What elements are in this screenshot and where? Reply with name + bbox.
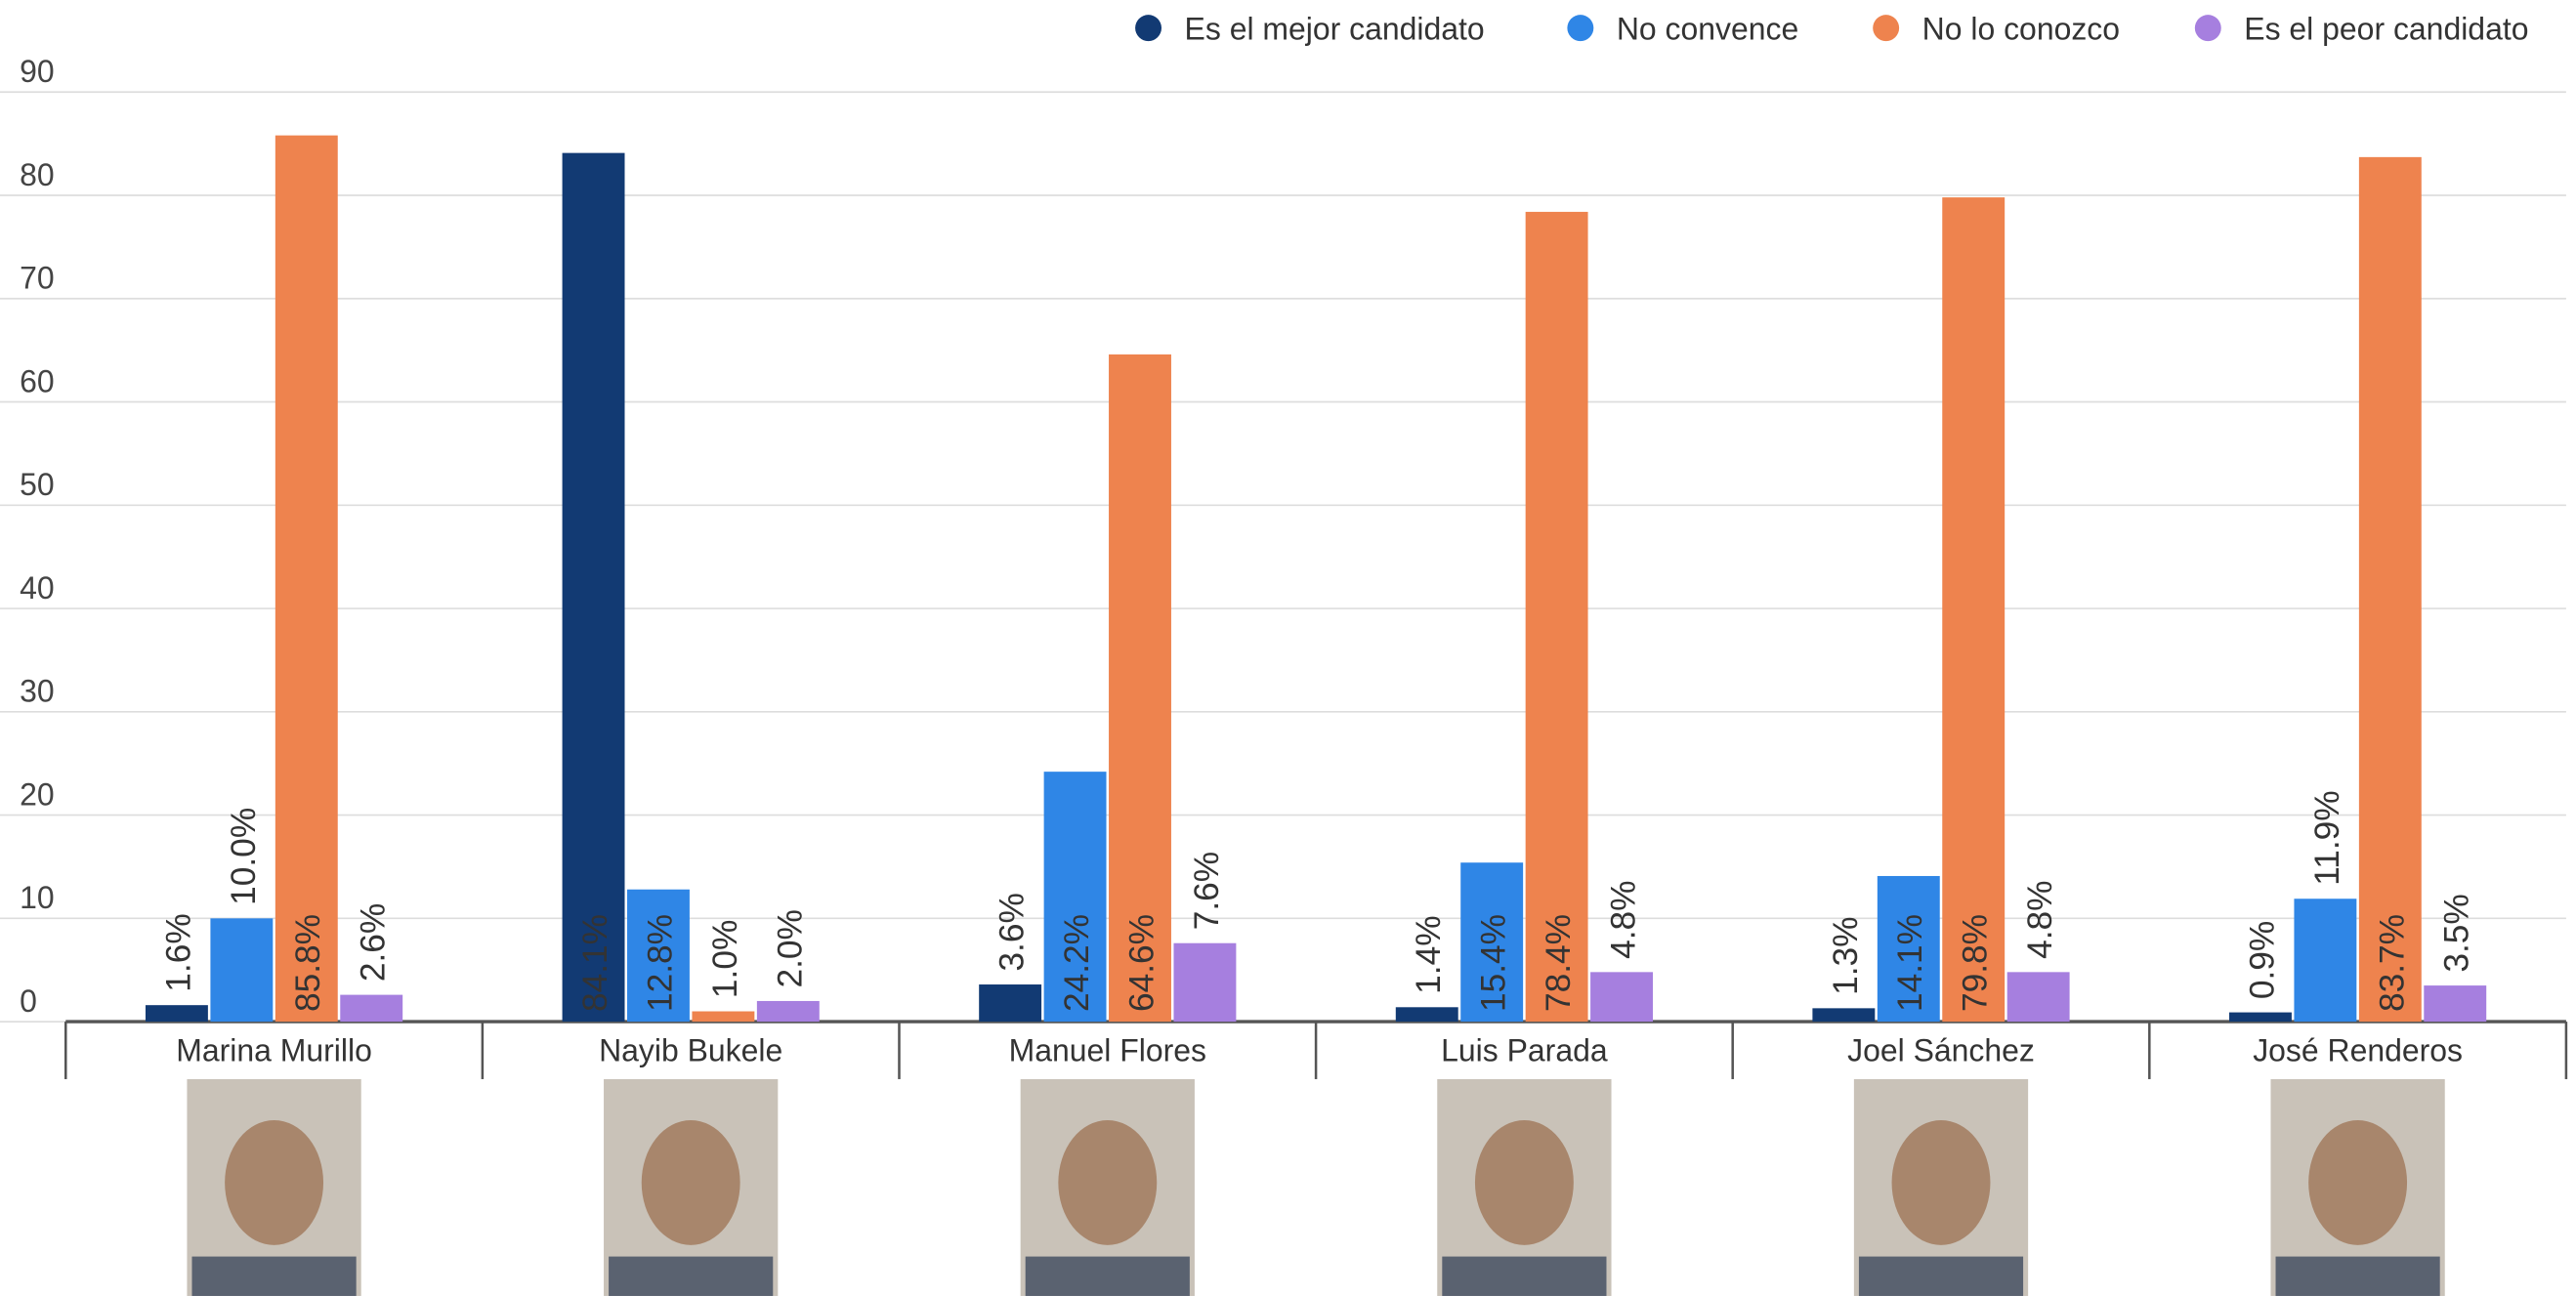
value-label: 3.6% bbox=[993, 893, 1032, 971]
y-tick-label: 10 bbox=[20, 880, 55, 915]
value-label: 78.4% bbox=[1540, 914, 1578, 1012]
bar bbox=[1043, 772, 1107, 1023]
photo-shoulders bbox=[1858, 1256, 2024, 1296]
bar bbox=[1525, 211, 1588, 1023]
bar bbox=[692, 1011, 755, 1023]
y-tick-label: 80 bbox=[20, 157, 55, 192]
y-tick-label: 60 bbox=[20, 363, 55, 398]
x-tick-label: Manuel Flores bbox=[1009, 1032, 1206, 1067]
x-tick-label: José Renderos bbox=[2253, 1032, 2463, 1067]
y-tick-label: 90 bbox=[20, 54, 55, 89]
value-label: 2.0% bbox=[771, 909, 809, 987]
value-label: 4.8% bbox=[2021, 880, 2059, 958]
value-label: 0.9% bbox=[2243, 921, 2281, 999]
bar bbox=[1109, 354, 1171, 1023]
bar bbox=[562, 152, 625, 1023]
value-label: 11.9% bbox=[2308, 790, 2346, 885]
photo-shoulders bbox=[2275, 1256, 2440, 1296]
value-label: 3.5% bbox=[2438, 894, 2476, 972]
x-tick-label: Luis Parada bbox=[1441, 1032, 1608, 1067]
value-label: 24.2% bbox=[1058, 914, 1096, 1012]
value-label: 64.6% bbox=[1122, 914, 1161, 1012]
y-tick-label: 70 bbox=[20, 261, 55, 296]
value-label: 1.4% bbox=[1410, 915, 1448, 993]
bar bbox=[340, 994, 403, 1023]
x-tick-label: Nayib Bukele bbox=[599, 1032, 782, 1067]
value-label: 85.8% bbox=[289, 914, 327, 1012]
bar bbox=[1877, 875, 1940, 1023]
value-label: 15.4% bbox=[1475, 914, 1513, 1012]
bar bbox=[274, 135, 338, 1023]
bar bbox=[1395, 1007, 1458, 1023]
photo-face bbox=[225, 1120, 324, 1245]
photo-face bbox=[1474, 1120, 1574, 1245]
photo-shoulders bbox=[191, 1256, 357, 1296]
y-tick-label: 40 bbox=[20, 570, 55, 606]
value-label: 1.3% bbox=[1827, 916, 1865, 994]
bar bbox=[2229, 1012, 2292, 1023]
bar bbox=[2424, 985, 2487, 1023]
value-label: 1.6% bbox=[159, 913, 197, 991]
photo-shoulders bbox=[1442, 1256, 1607, 1296]
bar bbox=[1460, 862, 1524, 1023]
y-tick-label: 30 bbox=[20, 674, 55, 709]
value-label: 83.7% bbox=[2373, 914, 2411, 1012]
photo-shoulders bbox=[609, 1256, 774, 1296]
value-label: 14.1% bbox=[1891, 914, 1929, 1012]
value-label: 84.1% bbox=[576, 914, 614, 1012]
value-label: 4.8% bbox=[1604, 880, 1642, 958]
value-label: 10.0% bbox=[225, 808, 263, 905]
bar bbox=[1942, 197, 2006, 1023]
legend-label: Es el peor candidato bbox=[2244, 11, 2528, 46]
legend-marker bbox=[1135, 15, 1162, 42]
y-tick-label: 50 bbox=[20, 467, 55, 502]
y-tick-label: 0 bbox=[20, 983, 37, 1019]
photo-face bbox=[641, 1120, 740, 1245]
value-label: 12.8% bbox=[641, 914, 679, 1012]
photo-shoulders bbox=[1025, 1256, 1190, 1296]
bar bbox=[1590, 972, 1653, 1023]
legend-marker bbox=[2194, 15, 2221, 42]
legend-marker bbox=[1873, 15, 1900, 42]
value-label: 79.8% bbox=[1957, 914, 1995, 1012]
legend-label: No convence bbox=[1617, 11, 1798, 46]
y-tick-label: 20 bbox=[20, 776, 55, 812]
x-tick-label: Joel Sánchez bbox=[1847, 1032, 2035, 1067]
value-label: 1.0% bbox=[706, 920, 744, 998]
bar bbox=[2294, 899, 2357, 1023]
bar bbox=[210, 918, 274, 1023]
bar bbox=[979, 984, 1042, 1023]
value-label: 7.6% bbox=[1188, 852, 1226, 930]
bar bbox=[756, 1000, 820, 1023]
legend-label: Es el mejor candidato bbox=[1185, 11, 1485, 46]
photo-face bbox=[2308, 1120, 2408, 1245]
bar bbox=[2006, 972, 2070, 1023]
legend-label: No lo conozco bbox=[1922, 11, 2120, 46]
bar bbox=[1173, 942, 1237, 1023]
bar bbox=[2358, 156, 2422, 1023]
value-label: 2.6% bbox=[355, 903, 393, 982]
bar bbox=[627, 889, 690, 1023]
bar bbox=[1812, 1008, 1876, 1023]
photo-face bbox=[1891, 1120, 1991, 1245]
bar bbox=[145, 1005, 208, 1023]
photo-face bbox=[1058, 1120, 1158, 1245]
x-tick-label: Marina Murillo bbox=[176, 1032, 372, 1067]
legend-marker bbox=[1567, 15, 1594, 42]
